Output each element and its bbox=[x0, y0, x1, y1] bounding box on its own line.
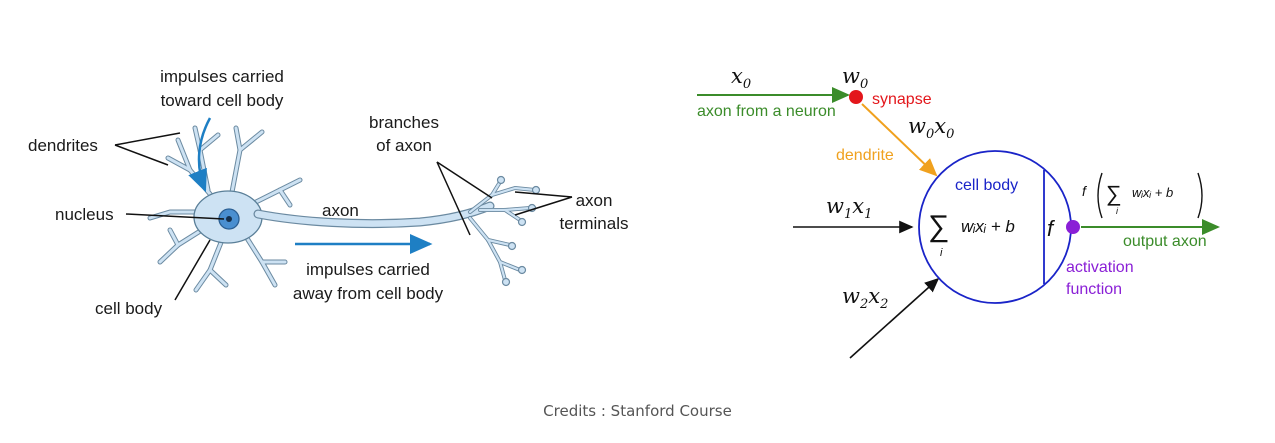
biological-neuron: impulses carried toward cell body dendri… bbox=[28, 67, 628, 318]
leader-lines bbox=[114, 132, 573, 301]
label-dendrites: dendrites bbox=[28, 136, 98, 155]
w2x2-arrow bbox=[849, 277, 940, 359]
f-symbol: f bbox=[1047, 216, 1056, 241]
neuron-illustration bbox=[147, 125, 541, 293]
output-func-f: f bbox=[1082, 183, 1088, 199]
artificial-neuron: x0 w0 w0x0 w1x1 w2x2 axon from a neuron … bbox=[697, 64, 1220, 359]
output-func-index: i bbox=[1116, 206, 1119, 216]
label-branches-2: of axon bbox=[376, 136, 432, 155]
dendrite-label: dendrite bbox=[836, 147, 894, 164]
activation-label-1: activation bbox=[1066, 259, 1134, 276]
label-terminals-1: axon bbox=[576, 191, 613, 210]
label-cell-body: cell body bbox=[95, 299, 163, 318]
w0-label: w0 bbox=[842, 64, 868, 92]
output-axon-label: output axon bbox=[1123, 233, 1207, 250]
synapse-label: synapse bbox=[872, 91, 932, 108]
synapse-dot bbox=[849, 90, 863, 104]
w1x1-label: w1x1 bbox=[826, 194, 872, 222]
label-impulses-toward-2: toward cell body bbox=[161, 91, 284, 110]
label-branches-1: branches bbox=[369, 113, 439, 132]
activation-label-2: function bbox=[1066, 281, 1122, 298]
activation-dot bbox=[1066, 220, 1080, 234]
sum-body: wᵢxᵢ + b bbox=[961, 217, 1015, 236]
output-func-paren-left bbox=[1097, 172, 1103, 219]
x0-label: x0 bbox=[731, 64, 751, 92]
label-axon: axon bbox=[322, 201, 359, 220]
axon-from-neuron-label: axon from a neuron bbox=[697, 103, 836, 120]
label-impulses-toward-1: impulses carried bbox=[160, 67, 284, 86]
label-impulses-away-1: impulses carried bbox=[306, 260, 430, 279]
sum-symbol: ∑ bbox=[928, 210, 949, 243]
dendrite-arrow bbox=[861, 103, 938, 177]
sum-index: i bbox=[940, 247, 943, 259]
cell-body-label: cell body bbox=[955, 177, 1018, 194]
credits-caption: Credits : Stanford Course bbox=[543, 402, 732, 420]
output-func-paren-right bbox=[1197, 172, 1203, 219]
output-func-body: wᵢxᵢ + b bbox=[1132, 185, 1173, 200]
w2x2-label: w2x2 bbox=[842, 284, 888, 312]
w0x0-label: w0x0 bbox=[908, 114, 954, 142]
label-terminals-2: terminals bbox=[560, 214, 629, 233]
label-nucleus: nucleus bbox=[55, 205, 114, 224]
output-func-sum: ∑ bbox=[1106, 181, 1122, 206]
toward-arrow bbox=[188, 117, 212, 193]
label-impulses-away-2: away from cell body bbox=[293, 284, 444, 303]
